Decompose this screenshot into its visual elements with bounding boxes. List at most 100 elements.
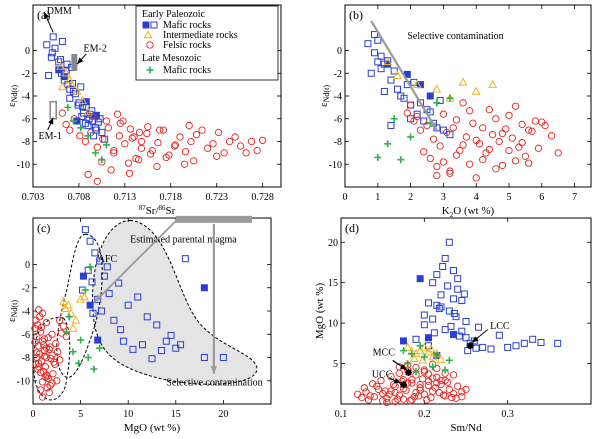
data-point [439, 263, 447, 271]
data-point [508, 134, 516, 142]
data-point [76, 132, 84, 140]
data-point [242, 149, 250, 157]
data-point [65, 75, 75, 84]
series-mafic_late [400, 342, 453, 376]
data-point [403, 342, 413, 351]
data-point [91, 249, 99, 257]
parental-magma-label: Estimated parental magma [130, 234, 237, 245]
data-point [159, 126, 168, 134]
x-tick-label: 0.728 [251, 192, 274, 203]
data-point [162, 153, 170, 162]
data-point [66, 126, 74, 134]
data-point [407, 133, 415, 141]
data-point [60, 73, 68, 81]
x-tick-label: 0.708 [68, 192, 91, 203]
data-point [488, 79, 498, 88]
data-point [433, 379, 441, 387]
data-point [58, 37, 66, 45]
data-point [171, 141, 180, 149]
data-point [64, 103, 72, 111]
data-point [420, 148, 428, 156]
data-point [192, 131, 201, 139]
data-point [393, 85, 401, 93]
data-point [425, 299, 432, 307]
data-point [371, 49, 379, 57]
data-point [47, 53, 55, 61]
data-point [69, 348, 77, 356]
data-point [110, 149, 118, 157]
data-point [462, 133, 471, 141]
data-point [121, 140, 129, 148]
data-point [518, 120, 526, 129]
data-point [66, 85, 74, 93]
em2-arrow-head [77, 57, 84, 65]
y-tick-label: 5 [333, 359, 338, 370]
data-point [117, 326, 125, 334]
data-point [124, 301, 132, 309]
data-point [427, 393, 435, 402]
data-point [203, 144, 212, 152]
data-point [62, 120, 70, 129]
data-point [394, 395, 402, 403]
data-point [429, 315, 437, 323]
data-point [104, 124, 112, 132]
data-point [119, 117, 127, 125]
data-point [445, 307, 453, 315]
data-point [144, 123, 152, 131]
data-point [389, 380, 398, 389]
data-point [92, 111, 100, 119]
data-point [77, 83, 85, 91]
series-intermediate [383, 57, 498, 102]
data-point [408, 396, 416, 404]
legend-item: Mafic rocks [163, 20, 211, 31]
data-point [98, 156, 106, 164]
data-point [89, 309, 97, 317]
data-point [142, 21, 150, 29]
data-point [413, 110, 421, 118]
series-mafic_late [64, 103, 110, 164]
data-point [537, 339, 545, 347]
data-point [55, 66, 63, 74]
series-felsic [403, 99, 562, 182]
data-point [380, 87, 388, 95]
data-point [408, 376, 416, 384]
data-point [472, 136, 480, 145]
data-point [424, 381, 433, 390]
data-point [454, 275, 462, 283]
data-point [371, 31, 379, 39]
data-point [213, 152, 221, 160]
data-point [412, 79, 422, 88]
data-point [446, 169, 454, 178]
x-axis-label: Sm/Nd [450, 422, 482, 434]
data-point [129, 345, 137, 353]
data-point [416, 126, 425, 134]
data-point [406, 101, 415, 109]
series-felsic [354, 360, 470, 407]
data-point [55, 58, 63, 66]
data-point [437, 380, 445, 389]
data-point [105, 290, 113, 298]
data-point [247, 137, 256, 146]
data-point [57, 82, 67, 91]
data-point [154, 138, 162, 147]
ucc-marker [400, 381, 407, 389]
data-point [437, 376, 445, 385]
data-point [391, 382, 399, 390]
afc-label: AFC [98, 254, 118, 265]
data-point [81, 119, 89, 127]
data-point [126, 125, 135, 133]
x-tick-label: 10 [123, 409, 133, 420]
dmm-label: DMM [47, 6, 72, 17]
data-point [40, 346, 49, 355]
x-tick-label: 0.2 [418, 409, 431, 420]
data-point [45, 72, 53, 80]
data-point [465, 160, 474, 168]
data-point [150, 21, 158, 29]
data-point [408, 350, 416, 358]
data-point [475, 323, 482, 331]
data-point [364, 396, 373, 404]
data-point [502, 125, 510, 133]
data-point [479, 124, 487, 132]
data-point [416, 386, 424, 394]
